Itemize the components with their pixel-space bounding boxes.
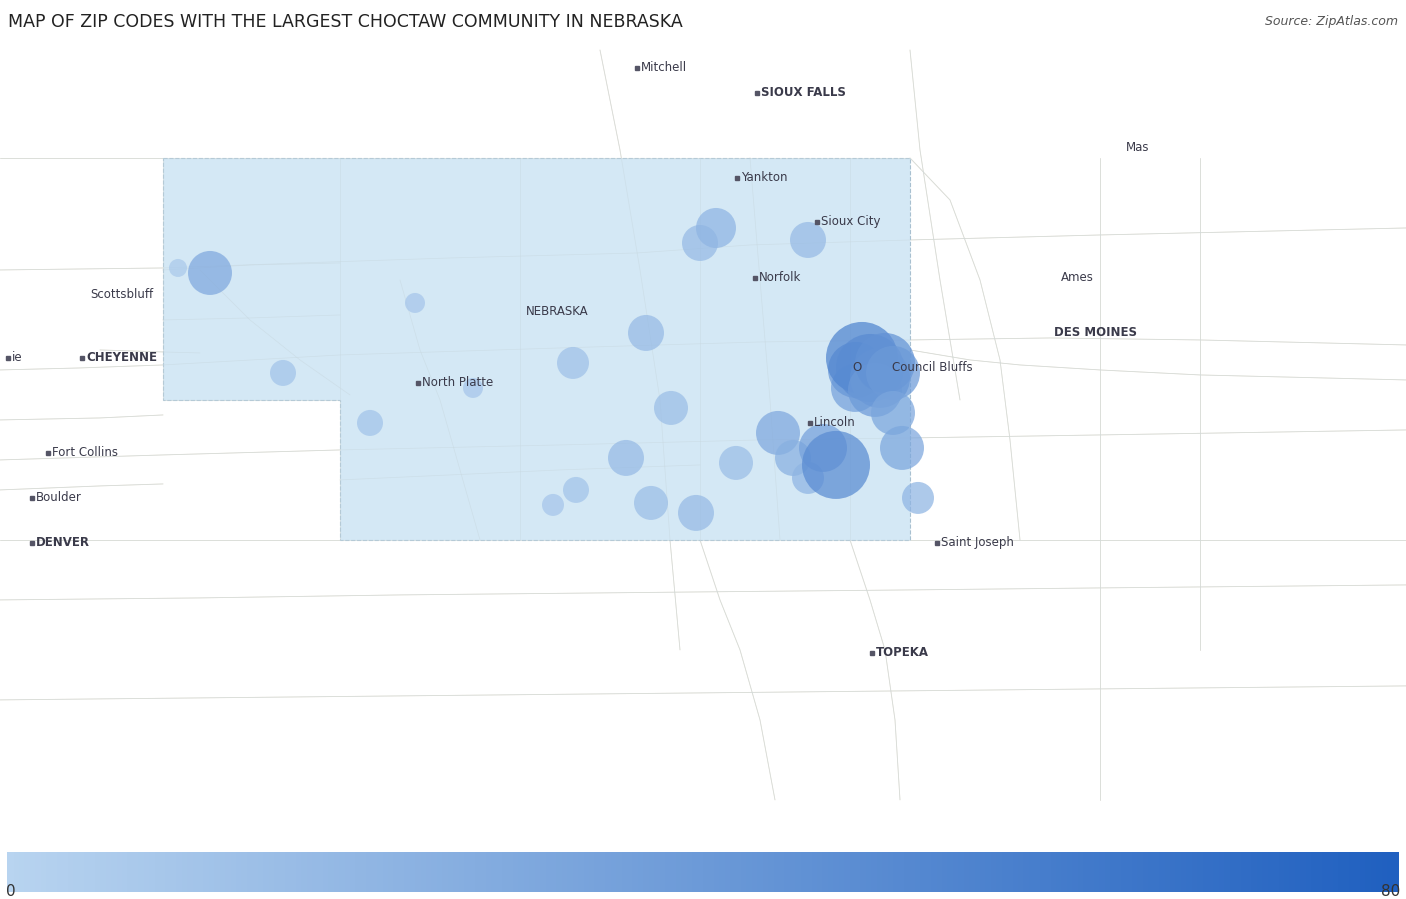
Circle shape	[270, 360, 297, 386]
Circle shape	[557, 347, 589, 379]
Polygon shape	[163, 158, 910, 540]
Circle shape	[607, 440, 644, 476]
Circle shape	[870, 391, 915, 435]
Circle shape	[654, 391, 688, 425]
Circle shape	[562, 477, 589, 503]
Text: Lincoln: Lincoln	[814, 416, 856, 430]
Circle shape	[463, 378, 484, 398]
Circle shape	[718, 446, 754, 480]
Circle shape	[903, 482, 934, 514]
Circle shape	[678, 495, 714, 531]
Circle shape	[801, 431, 870, 499]
Circle shape	[825, 322, 898, 394]
Circle shape	[792, 462, 824, 494]
Circle shape	[828, 342, 884, 398]
Text: NEBRASKA: NEBRASKA	[526, 306, 588, 318]
Text: Boulder: Boulder	[37, 492, 82, 504]
Circle shape	[357, 410, 382, 436]
Circle shape	[541, 494, 564, 516]
Circle shape	[837, 334, 904, 402]
Circle shape	[866, 346, 920, 400]
Text: Norfolk: Norfolk	[759, 271, 801, 284]
Text: 80: 80	[1381, 884, 1400, 899]
Circle shape	[405, 293, 425, 313]
Text: Fort Collins: Fort Collins	[52, 447, 118, 459]
Circle shape	[775, 440, 811, 476]
Text: TOPEKA: TOPEKA	[876, 646, 929, 659]
Text: SIOUX FALLS: SIOUX FALLS	[761, 86, 846, 100]
Text: Sioux City: Sioux City	[821, 216, 880, 228]
Text: 0: 0	[6, 884, 15, 899]
Circle shape	[790, 222, 825, 258]
Text: Scottsbluff: Scottsbluff	[90, 289, 153, 301]
Circle shape	[682, 225, 718, 261]
Circle shape	[855, 333, 915, 393]
Text: DES MOINES: DES MOINES	[1054, 326, 1137, 340]
Circle shape	[848, 363, 903, 417]
Circle shape	[696, 208, 735, 248]
Text: North Platte: North Platte	[422, 377, 494, 389]
Text: Yankton: Yankton	[741, 172, 787, 184]
Text: Saint Joseph: Saint Joseph	[941, 537, 1014, 549]
Text: Source: ZipAtlas.com: Source: ZipAtlas.com	[1265, 15, 1398, 29]
Circle shape	[188, 251, 232, 295]
Text: Council Bluffs: Council Bluffs	[891, 361, 973, 375]
Text: ie: ie	[13, 352, 22, 364]
Circle shape	[851, 348, 910, 408]
Text: Mitchell: Mitchell	[641, 61, 688, 75]
Text: CHEYENNE: CHEYENNE	[86, 352, 157, 364]
Circle shape	[831, 364, 879, 412]
Circle shape	[880, 426, 924, 470]
Circle shape	[634, 486, 668, 520]
Text: Mas: Mas	[1126, 141, 1150, 155]
Text: Ames: Ames	[1062, 271, 1094, 284]
Text: DENVER: DENVER	[37, 537, 90, 549]
Text: O: O	[852, 361, 862, 375]
Circle shape	[756, 411, 800, 455]
Text: MAP OF ZIP CODES WITH THE LARGEST CHOCTAW COMMUNITY IN NEBRASKA: MAP OF ZIP CODES WITH THE LARGEST CHOCTA…	[8, 13, 683, 31]
Circle shape	[799, 424, 846, 472]
Circle shape	[169, 259, 187, 277]
Circle shape	[628, 315, 664, 351]
